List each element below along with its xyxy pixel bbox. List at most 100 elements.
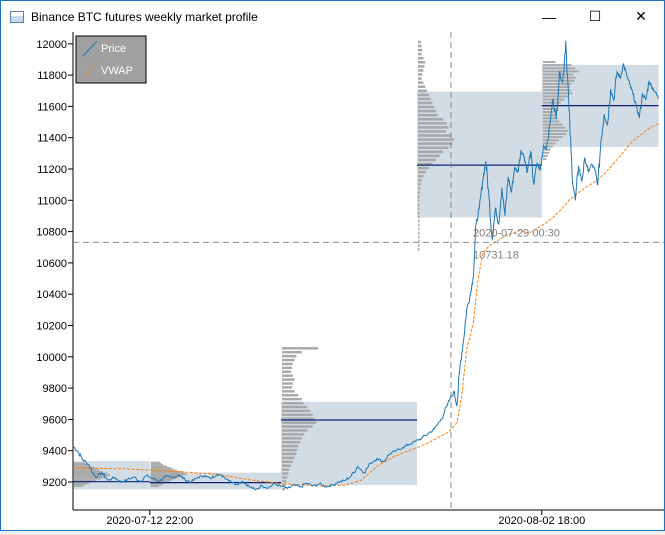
profile-bar-week-2: [150, 464, 164, 466]
profile-bar-week-5: [542, 151, 550, 154]
profile-bar-week-4: [418, 154, 440, 158]
profile-bar-week-4: [418, 211, 420, 215]
profile-bar-week-4: [418, 191, 420, 194]
profile-bar-week-3: [282, 464, 291, 467]
profile-bar-week-4: [418, 203, 420, 206]
profile-bar-week-1: [74, 475, 109, 477]
close-button[interactable]: ✕: [635, 8, 647, 24]
market-profile-chart[interactable]: 9200 9400 9600 9800 10000 10200 10400 10600 1080…: [1, 32, 664, 530]
profile-bar-week-1: [74, 468, 97, 470]
profile-bar-week-4: [418, 77, 422, 80]
title-bar[interactable]: Binance BTC futures weekly market profil…: [1, 1, 664, 33]
profile-bar-week-5: [542, 73, 574, 76]
x-tick-label: 2020-08-02 18:00: [498, 515, 585, 527]
profile-bar-week-3: [282, 347, 318, 350]
profile-bar-week-3: [282, 394, 299, 397]
profile-bar-week-3: [282, 456, 295, 460]
maximize-button[interactable]: ☐: [588, 8, 602, 24]
y-tick-label: 10200: [36, 321, 67, 333]
profile-bar-week-4: [418, 183, 421, 186]
profile-bar-week-1: [74, 469, 100, 472]
profile-bar-week-5: [542, 98, 565, 101]
profile-bar-week-3: [282, 366, 293, 370]
crosshair-price-label: 10731.18: [473, 249, 519, 261]
profile-bar-week-1: [74, 465, 91, 467]
profile-bar-week-3: [282, 421, 317, 424]
profile-bar-week-3: [282, 370, 291, 373]
profile-bar-week-3: [282, 358, 295, 362]
profile-bar-week-1: [74, 476, 106, 479]
profile-bar-week-3: [282, 382, 293, 385]
profile-bar-week-2: [150, 473, 187, 476]
chart-area[interactable]: 9200 9400 9600 9800 10000 10200 10400 10600 1080…: [1, 32, 664, 530]
y-tick-label: 10000: [36, 352, 67, 364]
profile-bar-week-5: [542, 111, 554, 114]
y-tick-label: 10800: [36, 227, 67, 239]
profile-bar-week-4: [418, 126, 449, 129]
profile-bar-week-4: [418, 105, 435, 109]
profile-bar-week-5: [542, 67, 576, 70]
profile-bar-week-2: [150, 485, 159, 487]
profile-bar-week-4: [418, 52, 422, 56]
profile-bar-week-3: [282, 397, 302, 401]
window-title: Binance BTC futures weekly market profil…: [31, 9, 258, 24]
profile-bar-week-4: [418, 146, 449, 149]
profile-bar-week-3: [282, 444, 299, 448]
y-tick-label: 9200: [43, 477, 67, 489]
profile-bar-week-4: [418, 162, 433, 166]
profile-bar-week-5: [542, 101, 561, 104]
profile-bar-week-3: [282, 448, 298, 452]
profile-bar-week-5: [542, 139, 559, 142]
profile-bar-week-4: [418, 227, 420, 231]
profile-bar-week-5: [542, 158, 547, 160]
profile-bar-week-5: [542, 89, 571, 92]
profile-bar-week-3: [282, 487, 285, 491]
price-series-line: [72, 40, 659, 491]
profile-bar-week-4: [418, 122, 447, 125]
profile-bar-week-2: [150, 461, 160, 464]
profile-bar-week-3: [282, 409, 311, 413]
profile-bar-week-4: [418, 97, 431, 101]
x-tick-label: 2020-07-12 22:00: [106, 515, 193, 527]
profile-bar-week-4: [418, 44, 422, 48]
profile-bar-week-5: [542, 145, 553, 148]
profile-bar-week-4: [418, 150, 444, 154]
crosshair-time-label: 2020-07-29 00:30: [473, 227, 560, 239]
profile-bar-week-4: [418, 89, 427, 93]
profile-bar-week-4: [418, 187, 421, 190]
profile-bar-week-4: [418, 158, 436, 162]
y-tick-label: 9800: [43, 383, 67, 395]
profile-bar-week-5: [542, 154, 548, 157]
profile-bar-week-4: [418, 65, 425, 68]
profile-bar-week-1: [74, 473, 110, 476]
minimize-button[interactable]: —: [542, 8, 556, 25]
profile-bar-week-1: [74, 479, 97, 482]
profile-bar-week-1: [74, 482, 90, 484]
profile-bar-week-2: [150, 484, 162, 486]
profile-bar-week-4: [418, 174, 424, 178]
vwap-series-line: [72, 123, 659, 487]
profile-bar-week-5: [542, 107, 556, 110]
profile-bar-week-4: [418, 166, 429, 170]
y-tick-label: 11000: [37, 195, 67, 207]
profile-bar-week-4: [418, 93, 429, 97]
profile-bar-week-1: [74, 463, 88, 466]
profile-bar-week-4: [418, 85, 426, 88]
profile-bar-week-4: [418, 69, 424, 72]
profile-bar-week-2: [150, 466, 171, 469]
profile-bar-week-3: [282, 417, 315, 420]
legend-box: [75, 35, 147, 84]
profile-bar-week-3: [282, 354, 297, 358]
profile-bar-week-4: [418, 48, 423, 52]
app-window-icon: [10, 10, 24, 23]
profile-bar-week-3: [282, 433, 305, 436]
profile-bar-week-4: [418, 56, 424, 60]
profile-bar-week-4: [418, 73, 423, 76]
profile-bar-week-4: [418, 109, 436, 113]
profile-bar-week-3: [282, 452, 297, 456]
profile-bar-week-3: [282, 440, 300, 444]
profile-bar-week-3: [282, 413, 313, 417]
profile-bar-week-4: [418, 113, 438, 117]
profile-bar-week-1: [74, 472, 108, 474]
